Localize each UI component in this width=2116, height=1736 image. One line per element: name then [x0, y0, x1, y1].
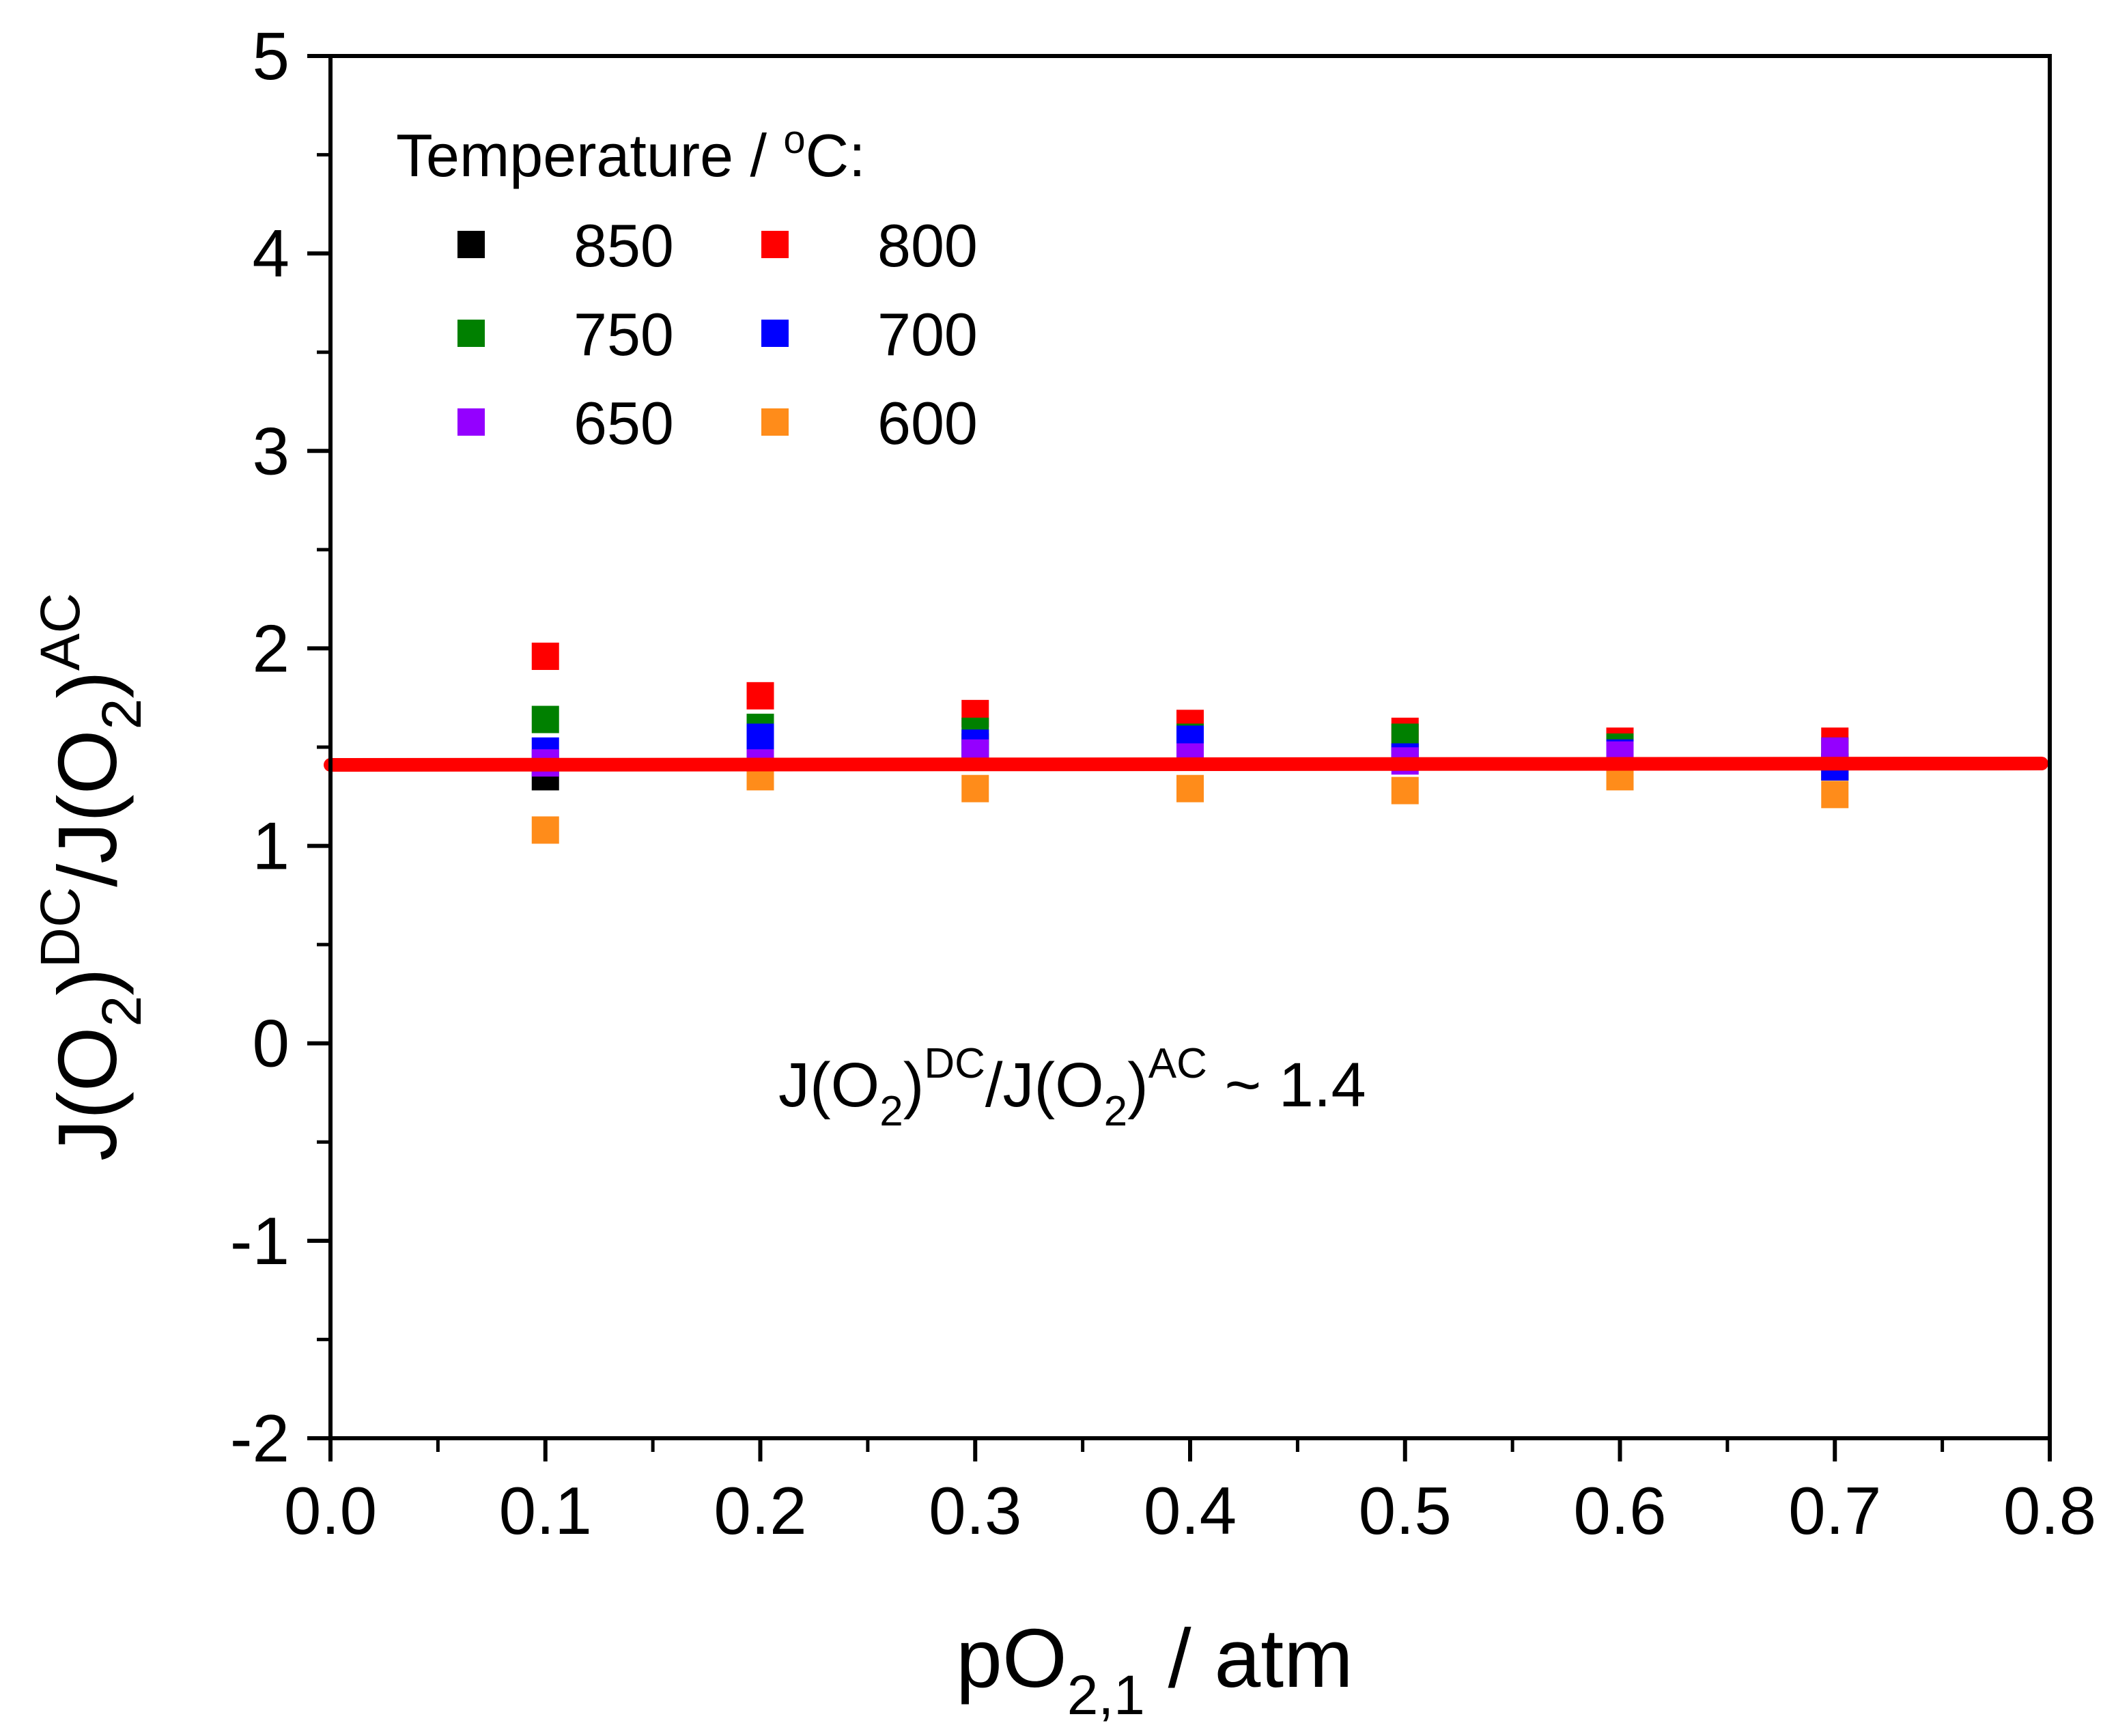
data-point — [1176, 774, 1204, 802]
ratio-annotation: J(O2)DC/J(O2)AC ~ 1.4 — [778, 1040, 1366, 1135]
y-tick-label: 4 — [252, 216, 290, 291]
x-tick-label: 0.7 — [1788, 1473, 1881, 1548]
y-tick-label: 5 — [252, 18, 290, 94]
legend-label: 650 — [574, 389, 674, 457]
x-axis-ticks: 0.0 0.1 0.2 0.3 0.4 0.5 0.6 0.7 0.8 — [284, 1438, 2096, 1548]
data-point — [746, 682, 774, 710]
legend-item-850: 850 — [457, 212, 674, 279]
data-point — [746, 723, 774, 751]
legend-label: 850 — [574, 212, 674, 279]
y-axis-ticks: -2 -1 0 1 2 3 4 5 — [230, 18, 330, 1476]
legend-swatch — [761, 231, 789, 258]
data-point — [1391, 776, 1419, 804]
x-tick-label: 0.1 — [499, 1473, 592, 1548]
legend-item-650: 650 — [457, 389, 674, 457]
legend-swatch — [457, 320, 485, 347]
fit-line — [324, 757, 2048, 772]
data-point — [961, 774, 989, 802]
legend-swatch — [761, 408, 789, 436]
legend-item-600: 600 — [761, 389, 978, 457]
x-tick-label: 0.0 — [284, 1473, 377, 1548]
legend-label: 800 — [877, 212, 978, 279]
data-point — [531, 816, 559, 844]
legend-swatch — [457, 408, 485, 436]
y-tick-label: -2 — [230, 1401, 290, 1476]
legend-item-700: 700 — [761, 300, 978, 368]
y-tick-label: 1 — [252, 809, 290, 884]
series-600 — [531, 763, 1849, 844]
y-tick-label: 0 — [252, 1006, 290, 1081]
y-axis-title: J(O2)DC/J(O2)AC — [29, 593, 153, 1161]
x-tick-label: 0.3 — [929, 1473, 1021, 1548]
x-tick-label: 0.6 — [1573, 1473, 1666, 1548]
fit-line-group — [324, 757, 2048, 772]
x-tick-label: 0.5 — [1359, 1473, 1452, 1548]
data-point — [531, 642, 559, 670]
data-point — [1821, 781, 1849, 809]
x-tick-label: 0.2 — [714, 1473, 806, 1548]
legend-swatch — [761, 320, 789, 347]
data-point — [531, 705, 559, 733]
y-tick-label: 3 — [252, 413, 290, 488]
x-tick-label: 0.4 — [1144, 1473, 1237, 1548]
legend-label: 600 — [877, 389, 978, 457]
y-tick-label: 2 — [252, 611, 290, 686]
legend-swatch — [457, 231, 485, 258]
legend-label: 700 — [877, 300, 978, 368]
x-axis-title: pO2,1 / atm — [956, 1612, 1353, 1726]
legend-item-800: 800 — [761, 212, 978, 279]
x-tick-label: 0.8 — [2003, 1473, 2096, 1548]
legend-title: Temperature / oC: — [396, 117, 866, 189]
legend-label: 750 — [574, 300, 674, 368]
y-tick-label: -1 — [230, 1203, 290, 1278]
legend: 850 800 750 700 650 600 — [457, 212, 978, 457]
legend-item-750: 750 — [457, 300, 674, 368]
chart-marks — [531, 642, 1849, 844]
